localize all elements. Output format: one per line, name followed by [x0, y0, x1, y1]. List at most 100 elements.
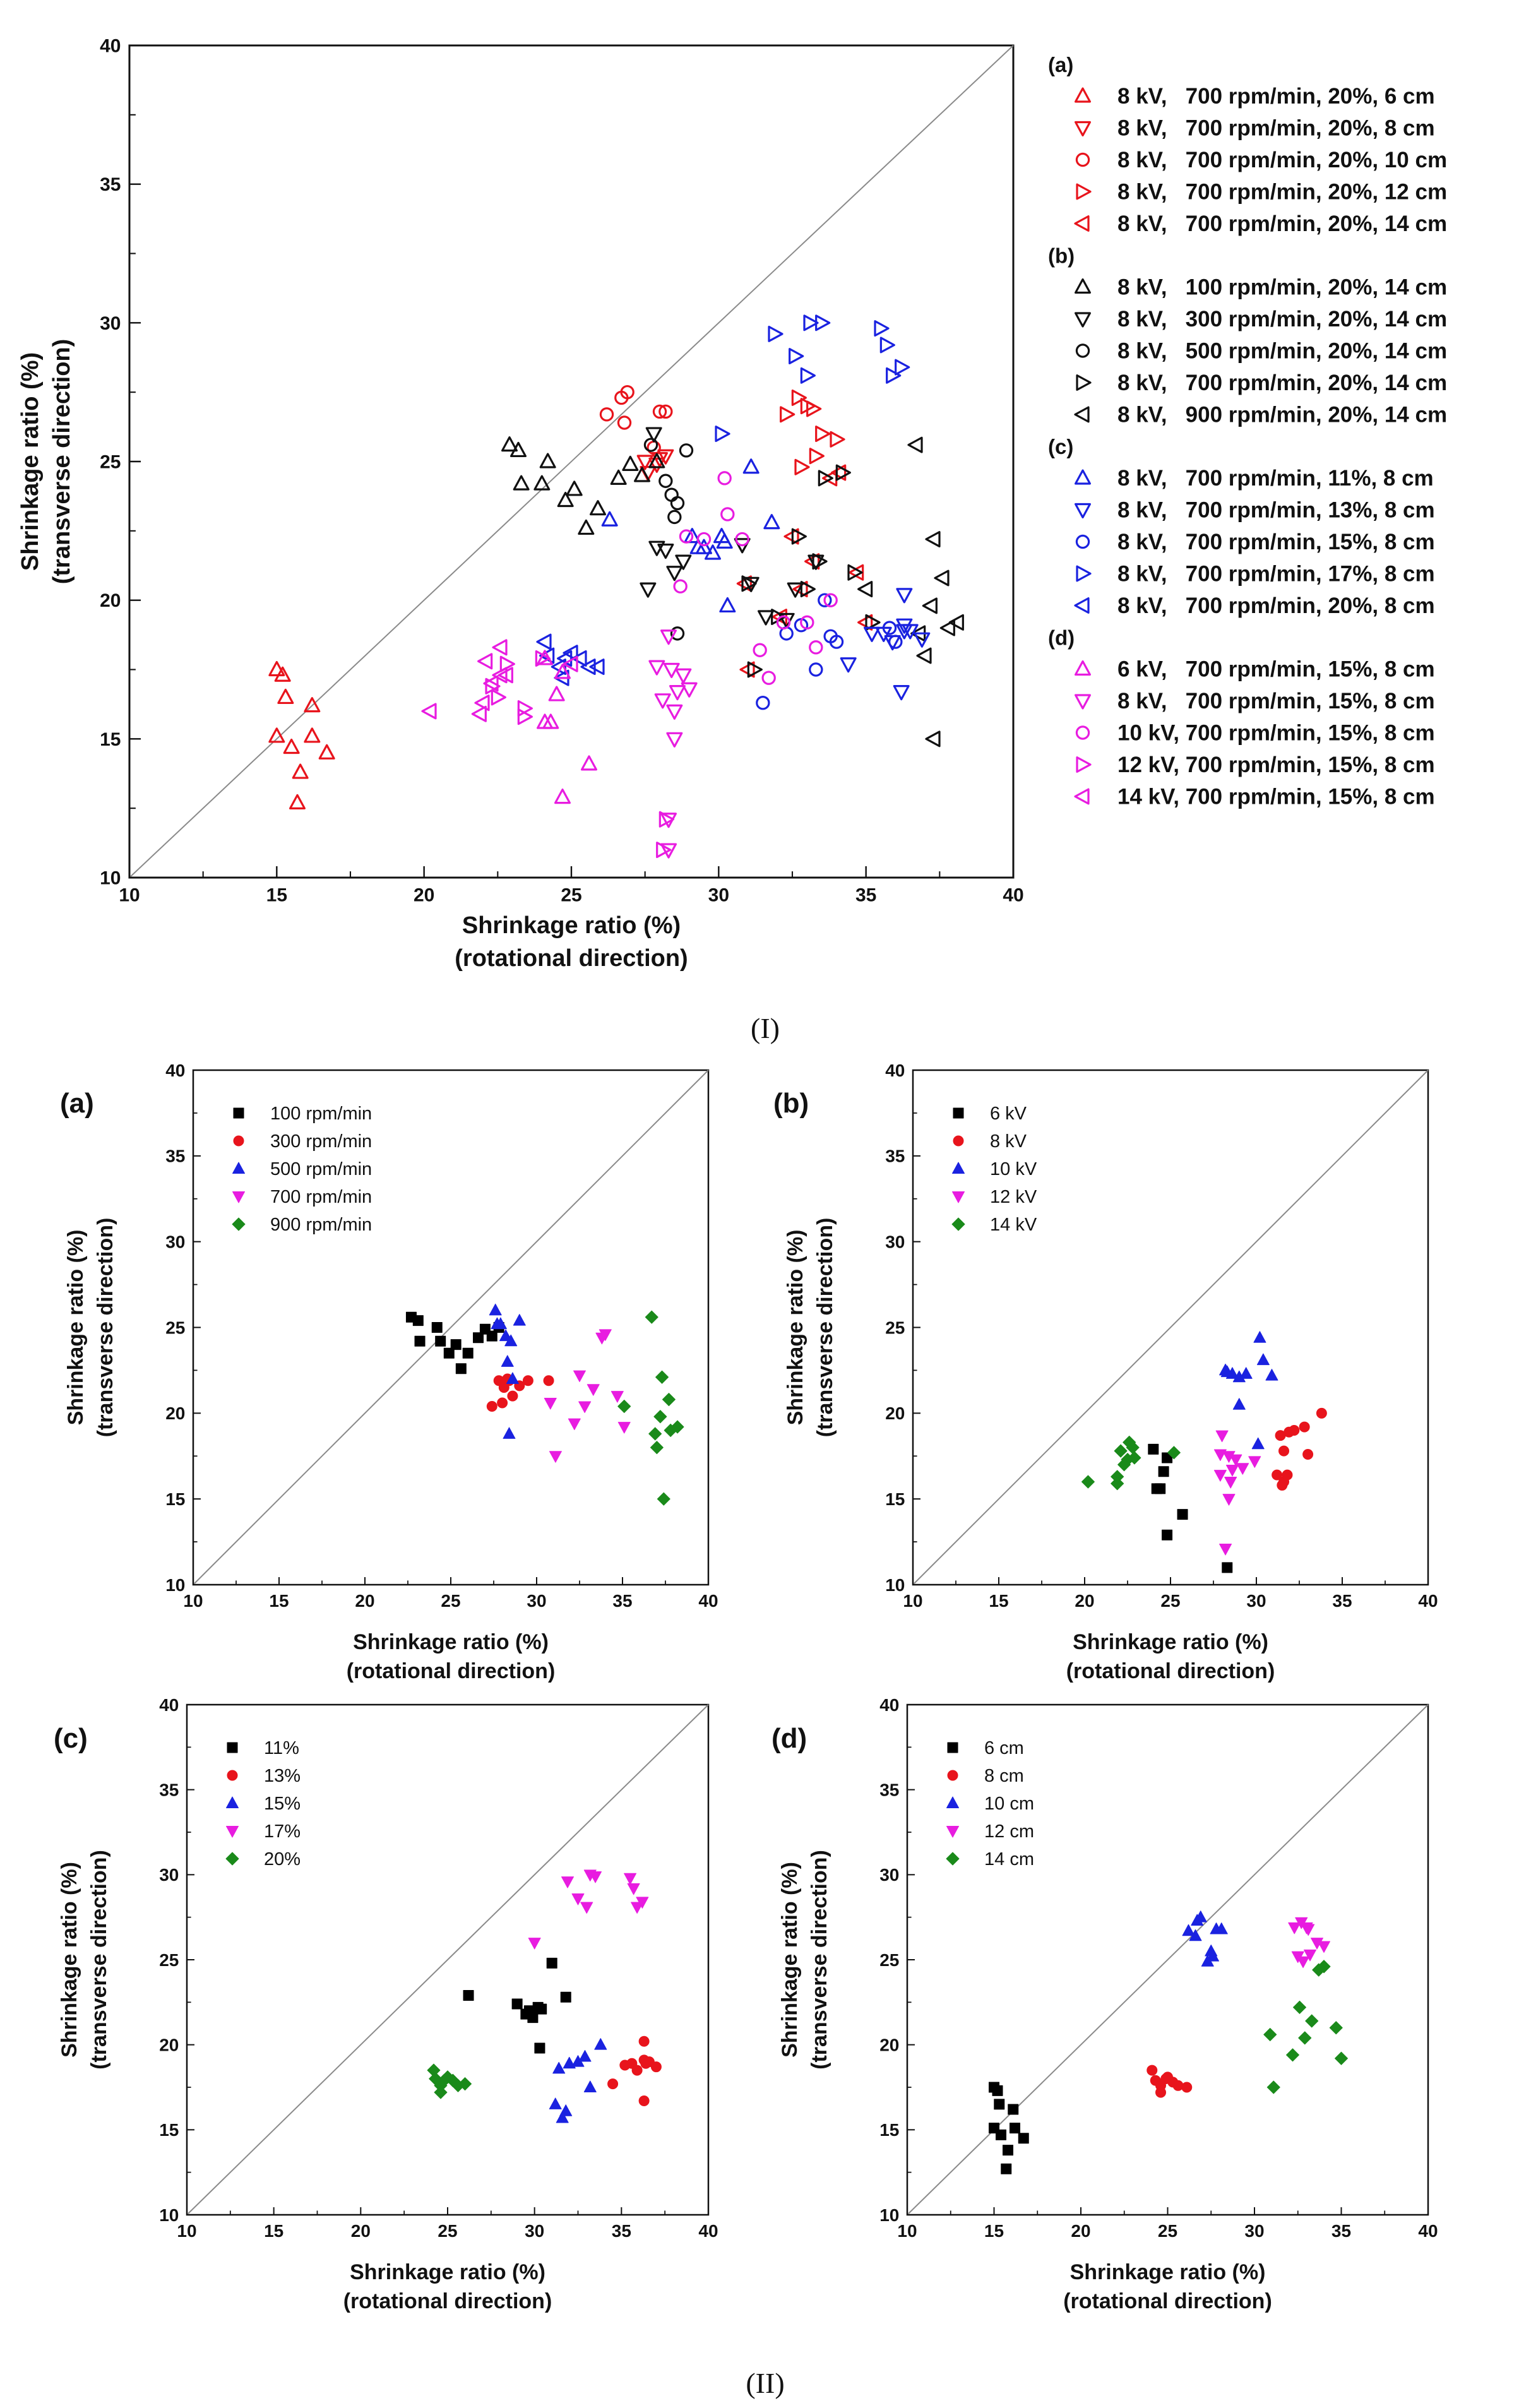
data-point-b-500	[658, 474, 673, 488]
data-point-d-6kV	[554, 788, 571, 804]
y-axis-label-2: (transverse direction)	[49, 339, 75, 585]
data-point-500 rpm/min	[513, 1314, 526, 1326]
data-point-c-13	[914, 632, 931, 648]
chart-I: 10 15 20 25 30 35 40 10 15 20 25 30 35 40 Shrinkage ra…	[17, 36, 1447, 972]
legend-entry-label: 8 kV, 700 rpm/min, 11%, 8 cm	[1117, 466, 1434, 491]
legend-group-label: (b)	[1048, 244, 1075, 268]
data-point-a-6cm	[289, 794, 306, 809]
data-point-700 rpm/min	[573, 1370, 586, 1383]
data-point-d-14kV	[483, 675, 499, 692]
data-point-b-300	[666, 566, 683, 581]
x-tick-label: 40	[1003, 885, 1023, 906]
data-point-c-20	[563, 645, 578, 662]
x-tick-label: 20	[351, 2221, 371, 2241]
data-point-a-10cm	[652, 404, 667, 419]
legend-symbol	[947, 1770, 958, 1781]
data-point-a-12cm	[815, 426, 831, 443]
data-point-700 rpm/min	[568, 1418, 581, 1431]
data-point-a-12cm	[794, 458, 810, 475]
data-point-15%	[556, 2111, 569, 2123]
data-point-b-500	[667, 510, 682, 525]
data-point-900 rpm/min	[645, 1310, 658, 1324]
x-axis-label: Shrinkage ratio (%)	[350, 2260, 545, 2284]
data-point-14 cm	[1329, 2021, 1343, 2035]
data-point-a-10cm	[620, 384, 634, 400]
legend-entry-label: 8 kV, 900 rpm/min, 20%, 14 cm	[1117, 403, 1447, 427]
data-point-a-6cm	[292, 763, 309, 779]
data-point-14 kV	[1126, 1441, 1140, 1455]
data-point-b-100	[648, 453, 665, 468]
data-point-12 cm	[1318, 1941, 1330, 1953]
data-point-a-8cm	[636, 455, 653, 470]
data-point-17%	[636, 1897, 649, 1909]
x-tick-label: 20	[355, 1591, 374, 1611]
data-point-b-100	[610, 469, 627, 485]
y-tick-label: 40	[885, 1061, 905, 1080]
data-point-10 cm	[1215, 1922, 1228, 1934]
legend-entry-label: 6 kV, 700 rpm/min, 15%, 8 cm	[1117, 657, 1435, 682]
data-point-900 rpm/min	[617, 1399, 631, 1413]
data-point-12 kV	[1248, 1456, 1261, 1468]
data-point-900 rpm/min	[657, 1492, 670, 1506]
chart-II-d: 10 15 20 25 30 35 40 10 15 20 25 30 35 40 Shrinkage ra…	[771, 1695, 1438, 2313]
x-tick-label: 15	[264, 2221, 283, 2241]
y-tick-label: 25	[100, 452, 121, 473]
y-tick-label: 40	[165, 1061, 185, 1080]
data-point-12 kV	[1236, 1463, 1249, 1475]
data-point-500 rpm/min	[499, 1329, 513, 1342]
data-point-a-10cm	[617, 415, 632, 430]
x-tick-label: 35	[612, 1591, 632, 1611]
legend-entry-label: 8 kV, 700 rpm/min, 20%, 8 cm	[1117, 593, 1435, 618]
data-point-a-6cm	[268, 660, 285, 677]
data-point-100 rpm/min	[414, 1335, 426, 1347]
legend-symbol	[1075, 278, 1091, 294]
data-point-d-8kV	[654, 693, 671, 709]
data-point-6 kV	[1177, 1509, 1188, 1520]
legend-entry-label: 20%	[264, 1849, 301, 1869]
legend-symbol	[227, 1770, 238, 1781]
y-tick-label: 10	[100, 868, 121, 889]
x-axis-label: Shrinkage ratio (%)	[462, 912, 681, 939]
y-tick-label: 20	[885, 1404, 905, 1423]
legend-symbol	[225, 1852, 239, 1866]
data-point-c-11	[601, 511, 618, 527]
data-point-d-14kV	[492, 667, 508, 684]
chart-II-c: 10 15 20 25 30 35 40 10 15 20 25 30 35 40 Shrinkage ra…	[54, 1695, 718, 2313]
legend-entry-label: 10 kV, 700 rpm/min, 15%, 8 cm	[1117, 721, 1435, 746]
data-point-a-14cm	[739, 661, 755, 678]
data-point-900 rpm/min	[653, 1410, 667, 1424]
legend-symbol	[1075, 503, 1091, 519]
legend-symbol	[1074, 788, 1090, 805]
y-tick-label: 20	[159, 2035, 179, 2054]
data-point-17%	[561, 1876, 574, 1888]
data-point-10 kV	[1220, 1365, 1234, 1378]
diagonal-line	[193, 1070, 709, 1585]
legend-symbol	[227, 1742, 238, 1753]
data-point-d-12kV	[535, 650, 551, 667]
data-point-c-13	[896, 588, 913, 604]
y-axis-label-2: (transverse direction)	[93, 1218, 117, 1438]
data-point-6 kV	[1162, 1529, 1173, 1541]
data-point-13%	[650, 2061, 662, 2073]
legend-symbol	[1075, 534, 1090, 549]
y-tick-label: 20	[165, 1404, 185, 1423]
data-point-d-6kV	[548, 686, 565, 701]
data-point-a-10cm	[646, 440, 661, 455]
legend-symbol	[226, 1796, 239, 1808]
data-point-d-14kV	[477, 653, 493, 670]
data-point-17%	[631, 1902, 644, 1914]
x-tick-label: 15	[984, 2221, 1004, 2241]
data-point-500 rpm/min	[489, 1303, 502, 1316]
data-point-a-6cm	[304, 697, 321, 713]
y-tick-label: 30	[879, 1865, 899, 1885]
data-point-b-700	[741, 575, 757, 592]
x-axis-label-2: (rotational direction)	[1063, 2289, 1272, 2313]
data-point-100 rpm/min	[455, 1363, 467, 1374]
panel-tag: (b)	[773, 1088, 809, 1119]
data-point-500 rpm/min	[501, 1355, 514, 1367]
legend-symbol	[953, 1135, 964, 1147]
data-point-b-100	[510, 441, 527, 458]
legend-symbol	[952, 1162, 965, 1174]
x-tick-label: 30	[1244, 2221, 1264, 2241]
